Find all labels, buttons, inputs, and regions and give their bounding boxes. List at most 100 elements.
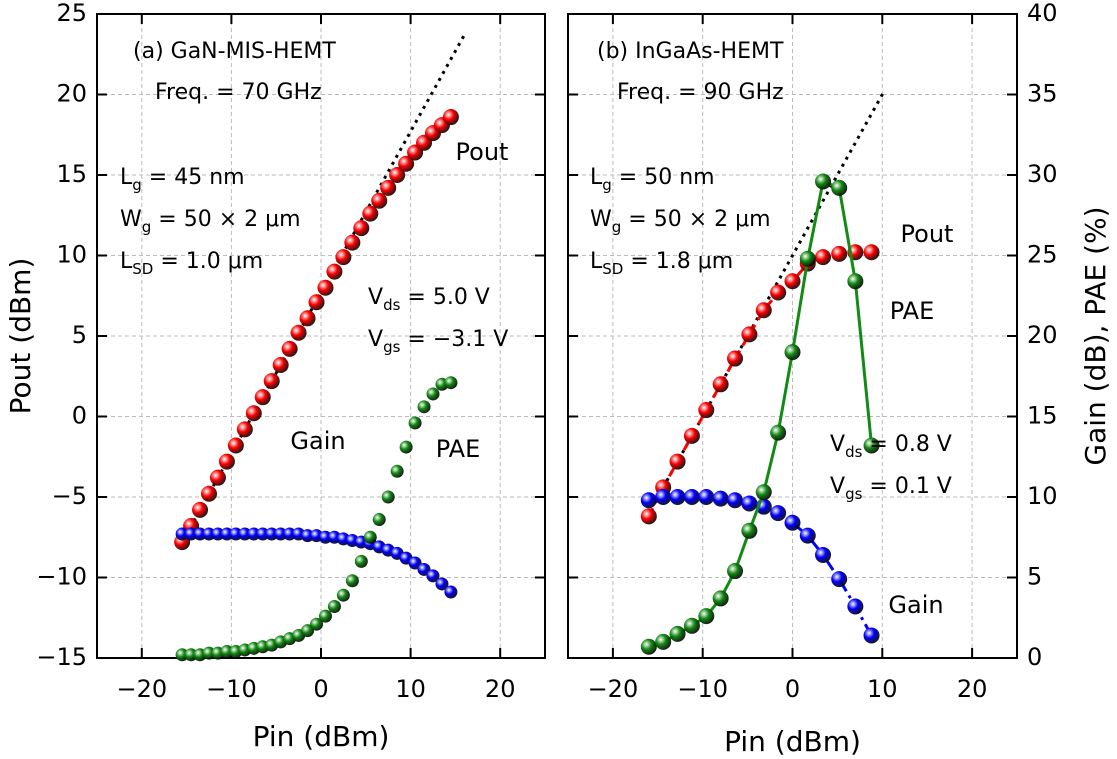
series-line [648,495,873,637]
marker [220,645,234,659]
marker [220,527,234,541]
annotation-text: = −3.1 V [400,327,508,352]
marker [741,495,758,512]
y2-tick-label: 30 [1027,160,1058,188]
annotation: Wg = 50 × 2 μm [590,207,771,236]
y2-tick-label: 15 [1027,402,1058,430]
marker [655,489,672,505]
series-label: PAE [436,435,481,463]
plot-frame [567,13,1018,659]
marker [372,513,386,527]
marker [408,556,422,570]
x-tick-label: 10 [867,675,898,703]
marker [218,453,235,470]
x-tick-label: 0 [313,675,328,703]
marker [727,492,744,509]
y-tick-label: 15 [56,160,87,188]
marker [444,585,458,599]
y2-tick-label: 20 [1027,321,1058,349]
subscript: SD [602,260,623,278]
annotation-text: = 5.0 V [400,285,489,310]
annotation: Freq. = 70 GHz [155,80,322,105]
marker [698,489,715,505]
marker [683,617,700,634]
plot-frame [96,13,546,659]
marker [683,489,700,505]
marker [435,577,449,591]
annotation-text: = 0.1 V [862,474,951,499]
marker [408,416,422,430]
marker [831,571,848,588]
marker [318,530,332,544]
marker [669,625,686,642]
marker [274,527,288,541]
marker [362,205,379,222]
marker [175,527,189,541]
marker [247,527,261,541]
annotation: Freq. = 90 GHz [617,80,784,105]
annotation: (b) InGaAs-HEMT [597,39,784,64]
marker [784,514,801,531]
series-label: Gain [290,427,345,455]
marker [698,402,715,419]
marker [390,464,404,478]
x-axis-title: Pin (dBm) [253,720,390,753]
annotation: Lg = 50 nm [590,165,715,194]
x-tick-label: 0 [785,675,800,703]
marker [345,574,359,588]
x-tick-label: −20 [588,675,639,703]
annotation: Vds = 0.8 V [830,432,952,461]
marker [712,376,729,393]
y2-tick-label: 5 [1027,563,1042,591]
annotation: Wg = 50 × 2 μm [120,207,301,236]
subscript: gs [383,338,401,356]
subscript: g [132,176,142,194]
annotation-text: = 1.8 μm [623,249,733,274]
marker [831,245,848,262]
marker [211,527,225,541]
marker [310,617,324,631]
marker [640,638,657,655]
annotation: LSD = 1.0 μm [120,249,263,278]
marker [727,350,744,367]
marker [354,554,368,568]
marker [847,598,864,615]
annotation-text: = 1.0 μm [153,249,263,274]
y-tick-label: 10 [56,241,87,269]
y-tick-label: −5 [52,482,87,510]
marker [344,234,361,251]
annotation-text: Freq. = 70 GHz [155,80,322,105]
marker [741,522,758,539]
annotation-text: = 45 nm [142,165,245,190]
marker [327,599,341,613]
marker [317,279,334,296]
marker [254,389,271,406]
marker [770,424,787,441]
marker [238,527,252,541]
marker [201,485,217,502]
marker [283,527,297,541]
marker [784,344,801,361]
y2-tick-label: 10 [1027,482,1058,510]
annotation-text: = 50 × 2 μm [621,207,770,232]
marker [741,326,758,343]
marker [245,405,262,422]
x-tick-label: −10 [677,675,728,703]
marker [202,527,216,541]
marker [184,527,198,541]
y-tick-label: 25 [56,0,87,27]
marker [371,192,388,209]
x-tick-label: 20 [957,675,988,703]
marker [640,492,657,509]
marker [863,437,880,454]
subscript: g [612,218,622,236]
y2-tick-label: 40 [1027,0,1058,27]
annotation-text: V [830,432,845,457]
series-label: PAE [890,297,935,325]
annotation-text: V [368,327,383,352]
y-axis-title: Pout (dBm) [4,258,37,415]
annotation-text: V [368,285,383,310]
subscript: gs [845,485,863,503]
annotation-text: (a) GaN-MIS-HEMT [133,39,336,64]
y2-tick-label: 0 [1027,643,1042,671]
